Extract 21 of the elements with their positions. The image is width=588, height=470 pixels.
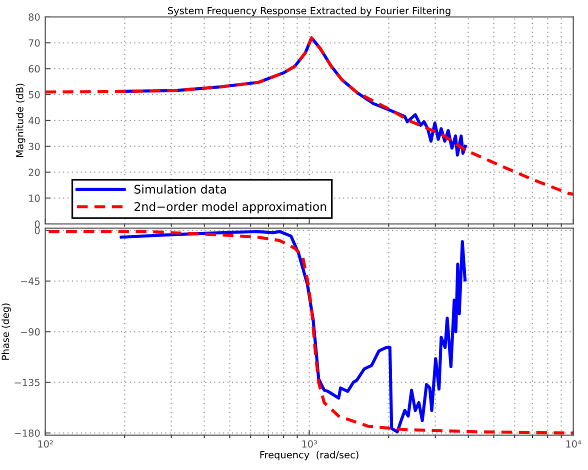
y-tick-label: 80 <box>28 13 40 21</box>
y-tick-label: −90 <box>20 328 40 336</box>
y-tick-label: 60 <box>28 65 40 73</box>
y-tick-label: 10 <box>29 194 40 202</box>
y-axis-title: Phase (deg) <box>2 304 11 360</box>
y-tick-label: 40 <box>28 116 40 124</box>
x-axis-title: Frequency (rad/sec) <box>260 450 358 460</box>
y-tick-label: −45 <box>20 278 40 285</box>
y-tick-label: 20 <box>28 168 40 176</box>
legend-label: Simulation data <box>134 184 226 194</box>
x-tick-label: 10⁴ <box>566 440 582 448</box>
chart-title: System Frequency Response Extracted by Fourier Filtering <box>168 6 450 16</box>
y-axis-title: Magnitude (dB) <box>16 84 26 157</box>
y-tick-label: 30 <box>28 142 40 150</box>
y-tick-label: −180 <box>14 429 40 437</box>
y-tick-label: 50 <box>28 91 40 98</box>
x-tick-label: 10² <box>38 440 53 448</box>
y-tick-label: −135 <box>14 378 40 386</box>
x-tick-label: 10³ <box>302 440 317 448</box>
y-tick-label: 70 <box>28 39 40 47</box>
legend-label: 2nd−order model approximation <box>134 202 326 214</box>
